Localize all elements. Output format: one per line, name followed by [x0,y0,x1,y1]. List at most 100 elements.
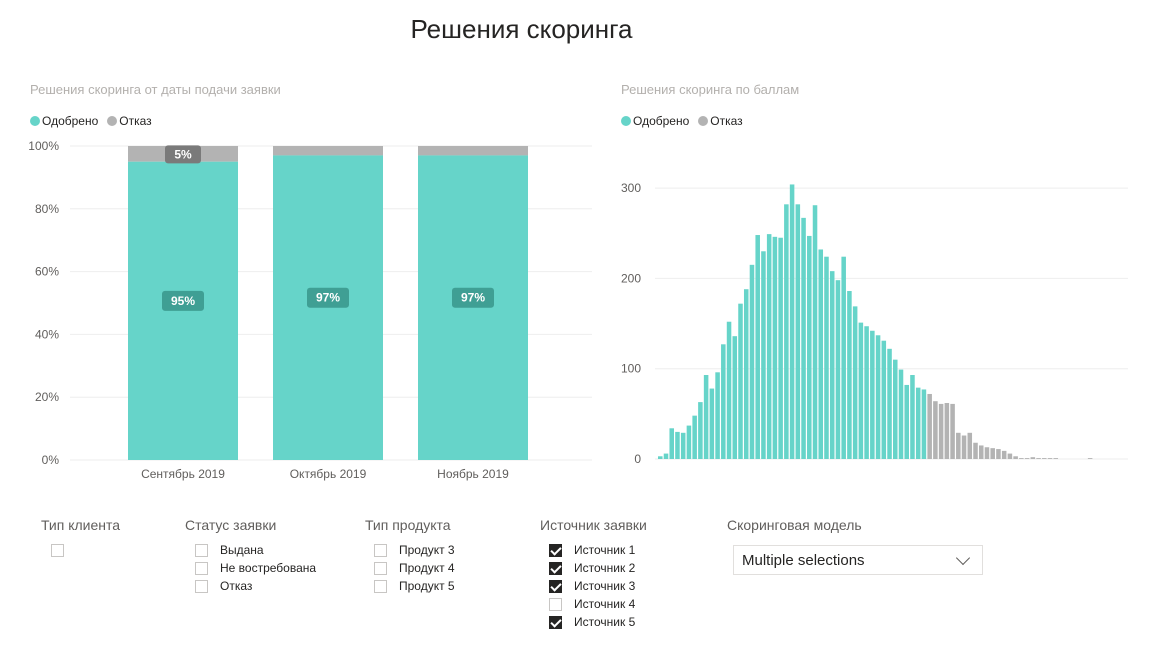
bar-approved[interactable] [778,237,783,459]
slicer-option[interactable]: Источник 5 [549,613,647,631]
bar-approved[interactable] [686,425,692,459]
bar-approved[interactable] [663,453,669,459]
bar-approved[interactable] [726,321,732,459]
bar-approved[interactable] [893,359,898,459]
scoring-model-dropdown[interactable]: Multiple selections [733,545,983,575]
bar-approved[interactable] [875,335,881,459]
bar-approved[interactable] [692,415,697,459]
bar-approved[interactable] [887,348,892,459]
bar-approved[interactable] [864,326,869,459]
checkbox[interactable] [195,543,208,557]
bar-approved[interactable] [910,375,915,459]
bar-approved[interactable] [680,432,686,459]
bar-rejected[interactable] [1001,450,1007,459]
bar-approved[interactable] [881,340,887,459]
bar-approved[interactable] [841,256,846,459]
bar-approved[interactable] [795,204,801,459]
bar-approved[interactable] [789,184,795,459]
bar-approved[interactable] [418,155,528,461]
bar-rejected[interactable] [978,445,984,459]
checkbox-checked[interactable] [549,561,562,575]
bar-approved[interactable] [738,303,743,459]
slicer-option[interactable]: Источник 2 [549,559,647,577]
chevron-down-icon[interactable] [955,550,971,565]
bar-rejected[interactable] [938,403,944,459]
checkbox-checked[interactable] [549,579,562,593]
bar-rejected[interactable] [418,146,528,156]
bar-rejected[interactable] [1019,458,1024,459]
checkbox-checked[interactable] [549,543,562,557]
bar-approved[interactable] [784,204,789,459]
bar-approved[interactable] [743,289,749,459]
bar-approved[interactable] [675,431,680,459]
bar-rejected[interactable] [927,393,932,459]
bar-approved[interactable] [766,234,772,459]
checkbox[interactable] [374,561,387,575]
slicer-option[interactable] [41,541,120,559]
checkbox[interactable] [374,543,387,557]
bar-approved[interactable] [824,256,829,459]
bar-rejected[interactable] [996,449,1001,459]
slicer-option[interactable]: Выдана [195,541,316,559]
bar-approved[interactable] [669,428,674,459]
bar-rejected[interactable] [1053,458,1059,459]
bar-rejected[interactable] [1007,453,1013,459]
slicer-option[interactable]: Источник 1 [549,541,647,559]
bar-rejected[interactable] [973,442,978,459]
checkbox[interactable] [195,579,208,593]
bar-approved[interactable] [847,291,852,459]
bar-rejected[interactable] [1042,458,1047,459]
bar-rejected[interactable] [1047,458,1053,459]
checkbox-checked[interactable] [549,615,562,629]
bar-approved[interactable] [709,388,715,459]
bar-approved[interactable] [835,280,841,459]
checkbox[interactable] [195,561,208,575]
checkbox[interactable] [374,579,387,593]
bar-rejected[interactable] [1030,457,1036,459]
bar-rejected[interactable] [950,403,955,459]
bar-rejected[interactable] [1087,458,1093,459]
bar-rejected[interactable] [944,403,950,459]
bar-approved[interactable] [818,249,824,459]
bar-rejected[interactable] [990,448,995,459]
bar-approved[interactable] [273,155,383,461]
bar-approved[interactable] [732,336,738,459]
bar-approved[interactable] [904,384,909,459]
bar-approved[interactable] [915,387,921,459]
bar-approved[interactable] [698,402,703,459]
bar-approved[interactable] [658,456,663,459]
checkbox[interactable] [549,597,562,611]
bar-rejected[interactable] [1013,456,1018,459]
slicer-option[interactable]: Продукт 3 [374,541,455,559]
bar-approved[interactable] [749,264,755,459]
bar-approved[interactable] [721,344,726,459]
bar-approved[interactable] [898,369,904,459]
slicer-option[interactable]: Источник 3 [549,577,647,595]
bar-approved[interactable] [858,322,864,459]
bar-approved[interactable] [755,235,760,459]
bar-approved[interactable] [703,375,709,459]
bar-rejected[interactable] [956,432,961,459]
slicer-option[interactable]: Продукт 4 [374,559,455,577]
bar-approved[interactable] [715,372,720,459]
bar-rejected[interactable] [961,435,967,459]
bar-approved[interactable] [829,271,835,459]
bar-approved[interactable] [852,306,858,459]
checkbox[interactable] [51,543,64,557]
slicer-option[interactable]: Источник 4 [549,595,647,613]
score-chart-legend[interactable]: Одобрено Отказ [621,114,747,128]
date-chart-legend[interactable]: Одобрено Отказ [30,114,156,128]
score-histogram-chart[interactable]: 0 100 200 300 [600,170,1140,470]
slicer-option[interactable]: Отказ [195,577,316,595]
bar-approved[interactable] [870,330,875,459]
slicer-option[interactable]: Не востребована [195,559,316,577]
date-stacked-bar-chart[interactable]: 0% 20% 40% 60% 80% 100% 95% 5% Сентябрь 2019 97% О… [0,130,600,490]
bar-approved[interactable] [812,205,818,459]
bar-approved[interactable] [761,251,766,459]
bar-rejected[interactable] [967,432,973,459]
bar-approved[interactable] [772,236,778,459]
bar-approved[interactable] [921,389,927,459]
bar-rejected[interactable] [984,447,990,459]
slicer-option[interactable]: Продукт 5 [374,577,455,595]
bar-rejected[interactable] [1036,458,1041,459]
